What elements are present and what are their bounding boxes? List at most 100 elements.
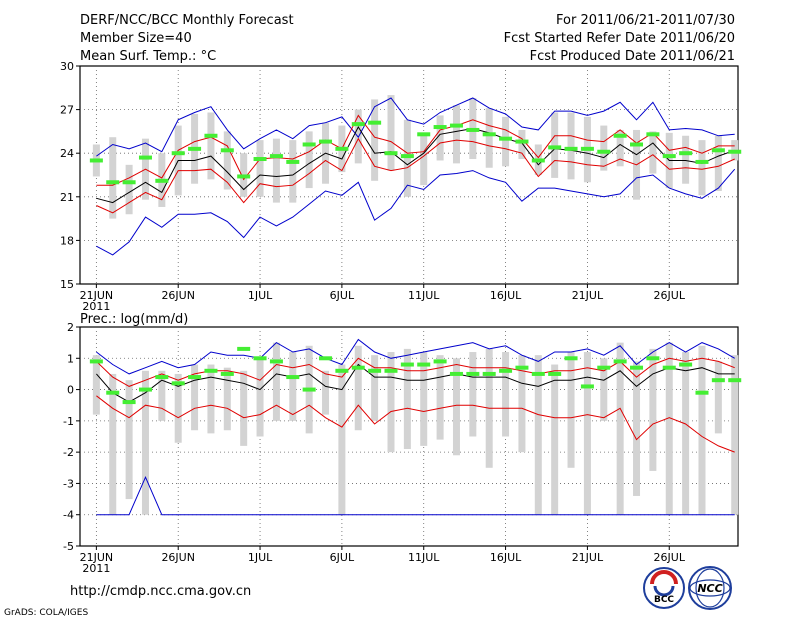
ensemble-box [256, 358, 264, 437]
envelope-max-line [96, 97, 735, 157]
ensemble-box [272, 138, 280, 203]
ensemble-box [289, 140, 297, 203]
x-tick-label: 26JUN [161, 551, 195, 564]
ensemble-box [158, 370, 166, 421]
ensemble-box [305, 131, 313, 189]
ensemble-mean-line [96, 125, 735, 204]
observation-mark [662, 154, 676, 159]
source-url[interactable]: http://cmdp.ncc.cma.gov.cn [70, 584, 251, 599]
observation-mark [613, 133, 627, 138]
ncc-logo-meridian [695, 568, 725, 608]
observation-mark [351, 365, 365, 370]
ensemble-box [452, 105, 460, 164]
produced-date-label: Fcst Produced Date 2011/06/21 [530, 49, 735, 64]
observation-mark [138, 155, 152, 160]
bcc-logo: BCC [643, 567, 685, 609]
observation-mark [548, 145, 562, 150]
observation-mark [286, 159, 300, 164]
x-tick-label: 26JUL [654, 289, 686, 302]
precipitation-panel: -5 -4 -3 -2 -1 0 1 2 21JUN 26JUN 1JUL 6JUL 11JUL 16JU… [63, 321, 742, 575]
observation-mark [253, 157, 267, 162]
x-tick-label: 16JUL [490, 551, 522, 564]
ensemble-box [551, 112, 559, 178]
observation-mark [171, 151, 185, 156]
observation-mark [482, 371, 496, 376]
observation-mark [89, 359, 103, 364]
x-tick-label: 21JUN [80, 289, 114, 302]
y-tick-label: -2 [63, 446, 74, 459]
observation-mark [711, 148, 725, 153]
ensemble-box [223, 367, 231, 431]
ncc-logo-ring [688, 566, 732, 610]
ensemble-box [714, 361, 722, 434]
observation-mark [155, 375, 169, 380]
observation-mark [433, 359, 447, 364]
observation-mark [122, 180, 136, 185]
ensemble-box [240, 370, 248, 446]
y-tick-label: -5 [63, 540, 74, 553]
refer-date-label: Fcst Started Refer Date 2011/06/20 [504, 31, 735, 46]
observation-mark [417, 362, 431, 367]
observation-mark [302, 387, 316, 392]
observation-mark [368, 368, 382, 373]
ensemble-box [616, 129, 624, 167]
ensemble-box [714, 135, 722, 191]
ensemble-box [272, 342, 280, 421]
ensemble-box [567, 112, 575, 180]
ensemble-box [731, 355, 739, 515]
ensemble-box [125, 380, 133, 500]
x-tick-label: 6JUL [330, 551, 355, 564]
ensemble-box [518, 355, 526, 453]
observation-mark [630, 365, 644, 370]
observation-mark [695, 390, 709, 395]
ensemble-box [502, 116, 510, 167]
std-upper-line [96, 114, 735, 186]
x-tick-label: 16JUL [490, 289, 522, 302]
observation-mark [646, 132, 660, 137]
y-tick-label: 15 [60, 278, 74, 291]
x-year-label: 2011 [82, 300, 110, 313]
x-tick-label: 21JUN [80, 551, 114, 564]
ensemble-box [141, 370, 149, 515]
figure-title: DERF/NCC/BCC Monthly Forecast [80, 13, 294, 28]
observation-mark [515, 365, 529, 370]
observation-mark [499, 136, 513, 141]
bcc-logo-arc [650, 570, 678, 585]
observation-mark [499, 368, 513, 373]
observation-mark [269, 359, 283, 364]
x-tick-label: 6JUL [330, 289, 355, 302]
ensemble-box [420, 134, 428, 186]
ensemble-box [633, 361, 641, 496]
observation-mark [171, 381, 185, 386]
x-tick-label: 21JUL [572, 551, 604, 564]
std-upper-line [96, 357, 735, 387]
observation-mark [646, 356, 660, 361]
observation-mark [417, 132, 431, 137]
observation-mark [466, 371, 480, 376]
std-lower-line [96, 137, 735, 214]
ensemble-box [371, 99, 379, 181]
observation-mark [679, 151, 693, 156]
x-tick-label: 1JUL [248, 551, 273, 564]
member-size-label: Member Size=40 [80, 31, 192, 46]
observation-mark [106, 390, 120, 395]
observation-mark [319, 356, 333, 361]
y-tick-label: -4 [63, 509, 74, 522]
ncc-logo-parallel [689, 579, 731, 597]
ensemble-box [452, 358, 460, 456]
ensemble-box [502, 352, 510, 437]
y-tick-label: 21 [60, 191, 74, 204]
observation-mark [286, 375, 300, 380]
observation-mark [433, 125, 447, 130]
y-tick-label: -3 [63, 477, 74, 490]
ensemble-box [322, 370, 330, 415]
observation-mark [597, 365, 611, 370]
envelope-min-line [96, 475, 735, 516]
ensemble-box [469, 352, 477, 437]
ensemble-box [223, 131, 231, 190]
observation-mark [122, 400, 136, 405]
ensemble-box [649, 131, 657, 174]
bcc-logo-text: BCC [654, 595, 674, 605]
